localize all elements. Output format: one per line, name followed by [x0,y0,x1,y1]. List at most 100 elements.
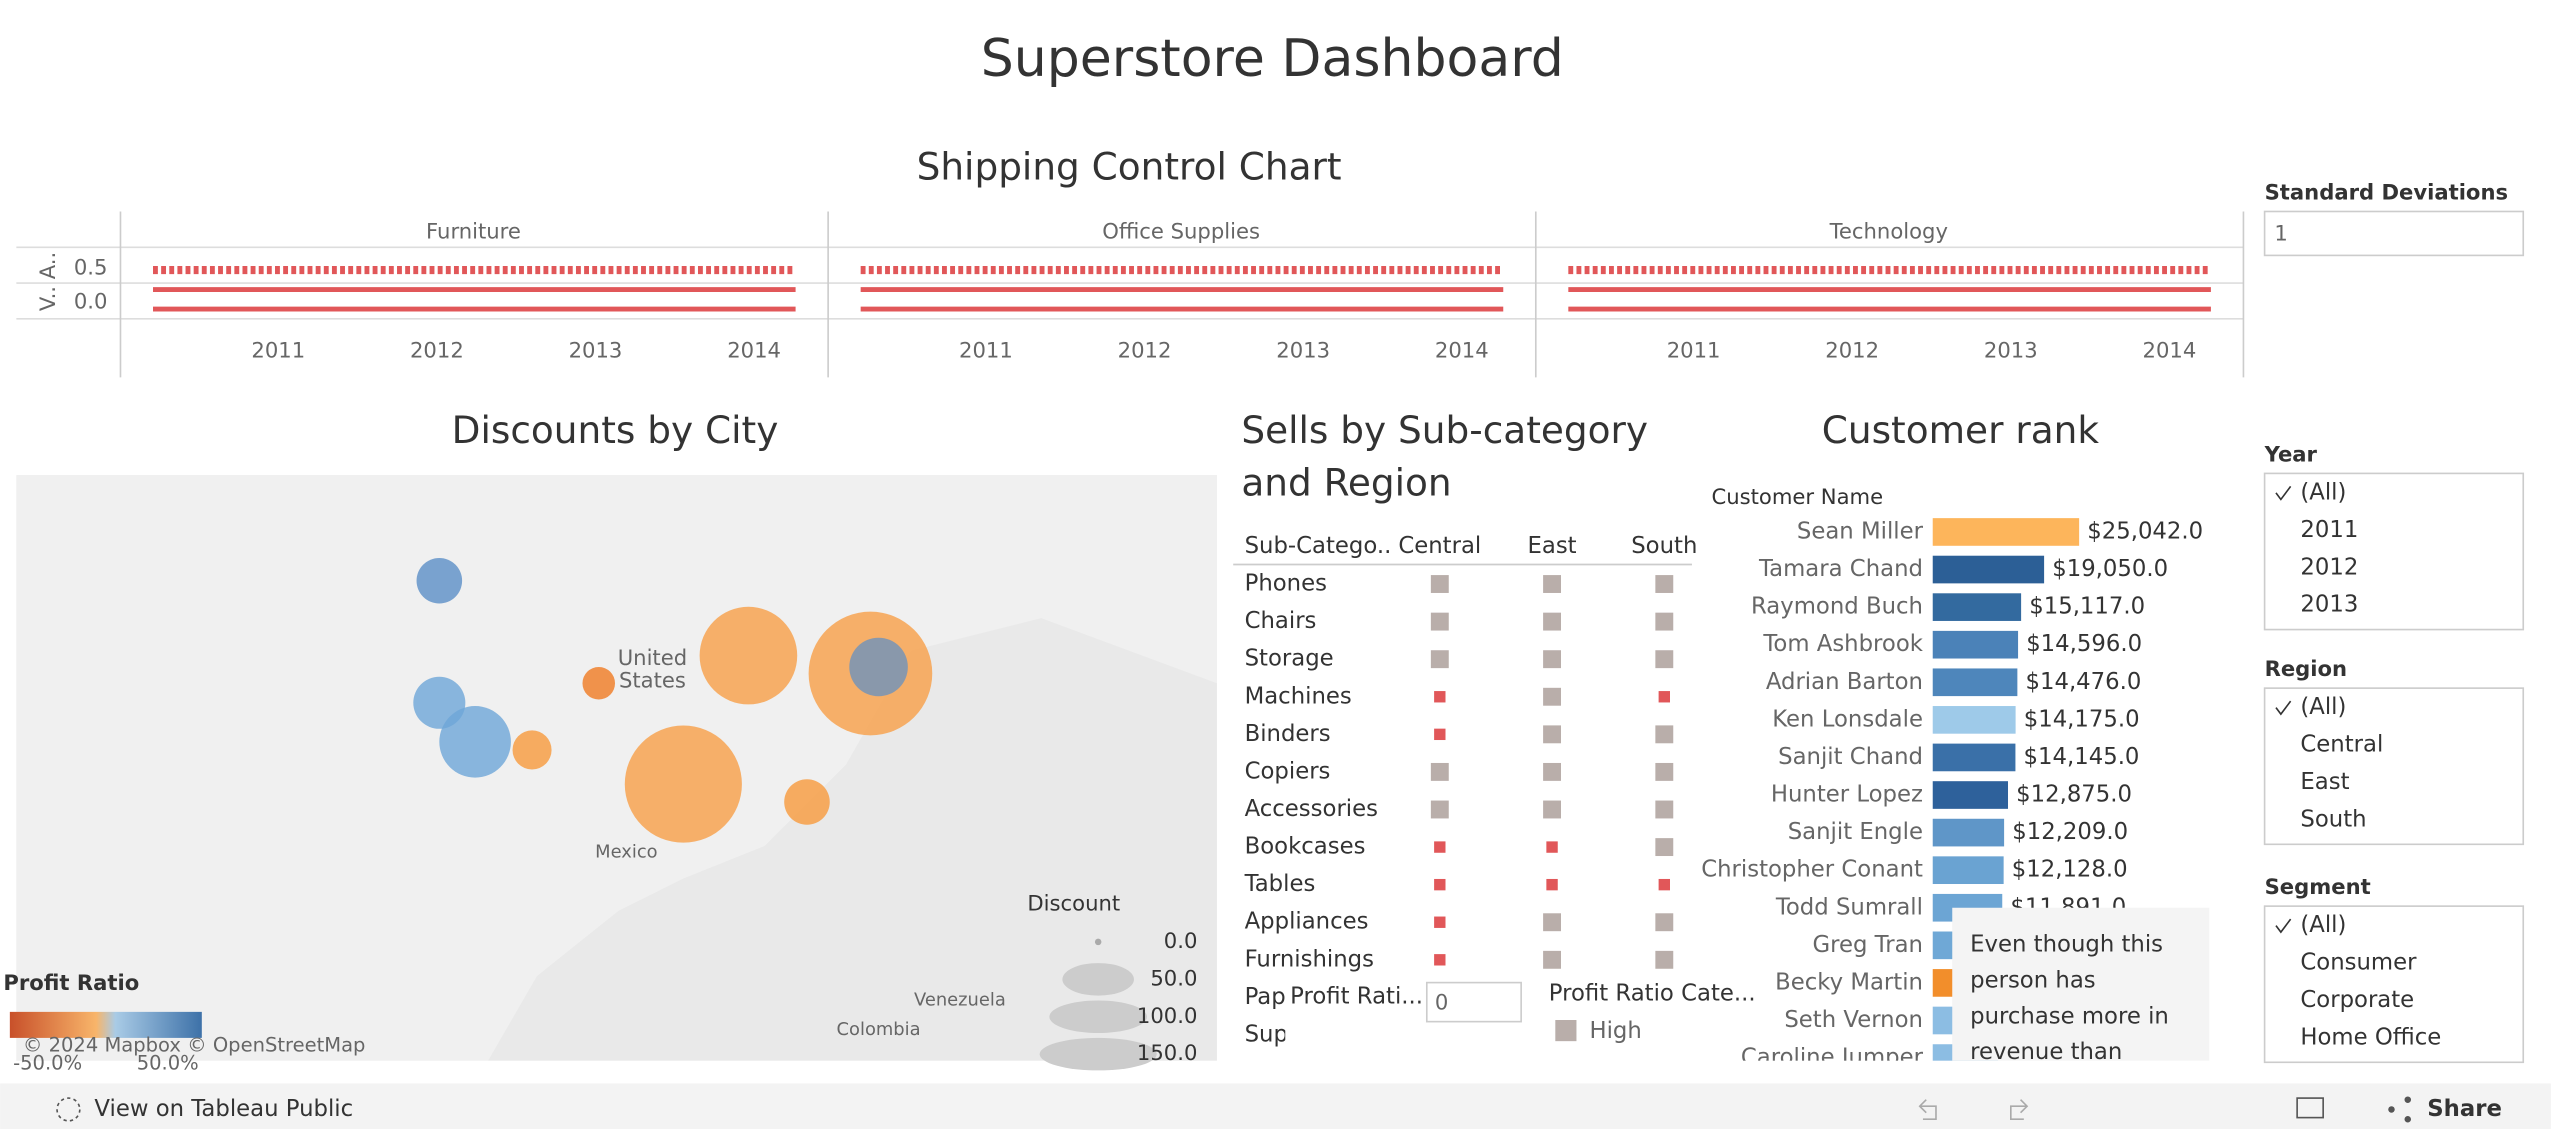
filter-label: Year [2264,442,2318,467]
bar [1932,743,2016,772]
filter-list [2263,472,2525,631]
filter-item[interactable]: (All) [2300,479,2346,505]
tooltip-line: revenue than [1970,1039,2122,1065]
download-icon[interactable] [2296,1097,2324,1119]
input-value: 0 [1435,990,1448,1015]
filter-item[interactable]: Central [2300,732,2383,758]
facet-label: Furniture [426,219,521,244]
city-bubble [699,606,798,705]
check-mark [2275,918,2292,934]
filter-input[interactable] [2263,210,2525,257]
cell-mark [1434,954,1446,966]
customer-rank: Sean Miller $25,042.0 Tamara Chand $19,050.… [1691,518,2246,1084]
check-mark [2275,700,2292,716]
share-button[interactable]: Share [2427,1096,2502,1122]
legend-symbol [1049,1000,1147,1034]
category-label: Raymond Buch [1751,594,1923,620]
row-label: Phones [1245,571,1327,597]
facet-label: Technology [1829,219,1948,244]
filter-item[interactable]: 2012 [2300,554,2358,580]
clip-cover [1691,1060,2246,1084]
row-label: Furnishings [1245,946,1374,972]
filter-item[interactable]: Home Office [2300,1024,2441,1050]
cell-mark [1543,800,1562,819]
map-label: Colombia [837,1019,921,1040]
undo-icon[interactable] [1918,1099,1937,1121]
y-tick-label: 0.0 [74,289,108,314]
bar [1932,593,2022,621]
cell-mark [1655,725,1674,744]
share-icon[interactable] [2404,1115,2412,1123]
city-bubble [439,706,511,778]
filter-item[interactable]: 2013 [2300,592,2358,618]
x-tick-label: 2012 [1825,337,1879,362]
category-label: Hunter Lopez [1771,782,1923,808]
legend-title: Profit Ratio [3,970,139,995]
category-label: Christopher Conant [1701,857,1923,883]
x-tick-label: 2011 [959,337,1013,362]
bar [1932,518,2080,546]
filter-list [2263,905,2525,1064]
column-header: East [1527,533,1576,559]
category-label: Seth Vernon [1784,1007,1923,1033]
x-tick-label: 2013 [569,337,623,362]
redo-icon[interactable] [2010,1099,2029,1121]
city-bubble [784,779,830,825]
bar [1932,856,2004,885]
filter-item[interactable]: Corporate [2300,987,2414,1013]
x-tick-label: 2014 [727,337,781,362]
y-axis-label: V.. A.. [35,252,60,311]
city-bubble [512,730,552,770]
x-tick-label: 2014 [2143,337,2197,362]
legend-title: Discount [1027,891,1120,916]
x-tick-label: 2011 [251,337,305,362]
bar [1932,555,2045,584]
cell-mark [1655,650,1674,669]
filter-item[interactable]: Consumer [2300,950,2417,976]
filters: Standard Deviations 1 Year (All) 2011 2012 201… [2263,180,2525,1064]
filter-item[interactable]: (All) [2300,694,2346,720]
filter-item[interactable]: (All) [2300,912,2346,938]
cell-mark [1434,878,1446,891]
filter-label: Standard Deviations [2265,180,2508,205]
cell-mark [1655,762,1674,781]
cell-mark [1655,612,1674,631]
cell-mark [1543,762,1562,781]
share-icon[interactable] [2388,1106,2395,1113]
dashboard-title: Superstore Dashboard [981,29,1564,89]
bar [1932,668,2018,697]
land [16,475,1217,1061]
category-label: Tom Ashbrook [1762,631,1923,657]
map: United States Mexico Venezuela Colombia … [3,475,1217,1074]
category-label: Adrian Barton [1766,669,1923,695]
map-label: Venezuela [914,989,1006,1010]
share-icon[interactable] [2404,1096,2412,1103]
column-header: Sub-Catego.. [1245,533,1392,559]
filter-item[interactable]: East [2300,769,2349,795]
table-title: and Region [1241,460,1451,504]
cell-mark [1655,575,1674,593]
input-value: 1 [2274,220,2287,245]
legend-label: 150.0 [1137,1040,1197,1065]
cell-mark [1434,691,1446,703]
legend-label: 50.0 [1150,965,1197,990]
shipping-title: Shipping Control Chart [917,145,1342,189]
x-tick-label: 2013 [1984,337,2038,362]
filter-label: Profit Rati... [1290,984,1423,1010]
city-bubble [416,557,463,604]
filter-item[interactable]: 2011 [2300,517,2358,543]
filter-item[interactable]: South [2300,806,2366,832]
toolbar: View on Tableau Public Share [0,1083,2551,1129]
category-label: Greg Tran [1812,932,1923,958]
x-tick-label: 2012 [410,337,464,362]
cell-mark [1655,950,1674,969]
cell-mark [1430,800,1449,819]
filter-input[interactable] [1425,981,1522,1023]
category-label: Sean Miller [1797,518,1924,544]
legend-label: High [1589,1018,1641,1044]
row-label: Appliances [1245,909,1369,935]
tableau-link[interactable]: View on Tableau Public [94,1096,353,1122]
legend-label: 0.0 [1164,928,1198,953]
